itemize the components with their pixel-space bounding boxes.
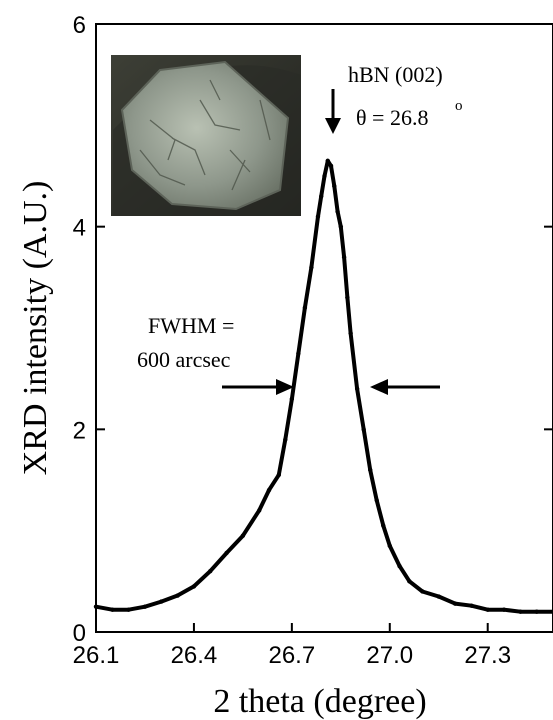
x-axis-title: 2 theta (degree) [213, 683, 426, 720]
data-point [407, 579, 412, 584]
x-tick-label: 26.4 [171, 642, 218, 669]
data-point [322, 173, 327, 179]
theta-superscript: o [455, 98, 463, 114]
data-point [240, 533, 246, 538]
data-point [208, 569, 213, 574]
fwhm-right-arrow-icon [370, 379, 440, 395]
y-tick-label: 6 [73, 12, 86, 39]
data-point [296, 351, 301, 356]
data-point [338, 224, 344, 229]
data-point [309, 265, 314, 270]
data-point [159, 599, 164, 604]
data-point [110, 607, 115, 612]
fwhm-line2: 600 arcsec [137, 347, 231, 372]
data-point [302, 305, 308, 310]
x-tick-label: 26.1 [73, 642, 120, 669]
data-point [341, 254, 347, 260]
data-point [368, 467, 373, 473]
data-point [266, 487, 272, 493]
data-point [276, 472, 281, 478]
data-point [534, 609, 539, 614]
data-point [315, 214, 321, 219]
fwhm-line1: FWHM = [148, 313, 234, 338]
y-tick-label: 0 [73, 620, 86, 647]
plot-area-frame [95, 23, 553, 633]
peak-arrow-icon [325, 89, 341, 134]
peak-label: hBN (002) [348, 62, 443, 87]
x-tick-label: 26.7 [268, 642, 315, 669]
data-point [319, 194, 324, 199]
data-point [361, 427, 366, 432]
data-point [224, 550, 229, 556]
data-point [175, 593, 180, 598]
data-point [126, 607, 131, 612]
y-tick-label: 2 [73, 417, 86, 444]
data-point [191, 584, 197, 589]
data-point [354, 386, 360, 391]
data-point [332, 183, 337, 189]
data-point [93, 604, 99, 609]
y-tick-label: 4 [73, 215, 86, 242]
data-point [485, 607, 490, 612]
data-point [550, 609, 553, 614]
data-point [420, 589, 425, 594]
data-point [289, 396, 295, 402]
data-point [328, 163, 334, 169]
data-point [325, 158, 330, 163]
data-point [436, 594, 441, 599]
data-point [345, 295, 350, 300]
y-axis-title: XRD intensity (A.U.) [17, 181, 54, 476]
fwhm-left-arrow-icon [222, 379, 294, 395]
data-point [374, 498, 379, 503]
data-point [381, 523, 386, 528]
crystal-inset-image [111, 55, 301, 216]
data-point [452, 601, 458, 606]
data-point [397, 563, 402, 569]
data-point [348, 330, 353, 336]
data-point [501, 607, 507, 612]
data-point [142, 604, 148, 609]
data-point [257, 508, 262, 513]
theta-label: θ = 26.8 [356, 105, 428, 130]
data-point [335, 209, 340, 214]
x-ticks: 26.1 26.4 26.7 27.0 27.3 [73, 623, 511, 669]
data-point [469, 603, 474, 608]
series-0-points [93, 158, 553, 614]
data-point [387, 543, 392, 549]
series-0-line [95, 158, 553, 614]
data-point [518, 609, 523, 614]
data-point [283, 437, 288, 442]
y-ticks: 0 2 4 6 [73, 12, 553, 647]
x-tick-label: 27.0 [366, 642, 413, 669]
x-tick-label: 27.3 [464, 642, 511, 669]
